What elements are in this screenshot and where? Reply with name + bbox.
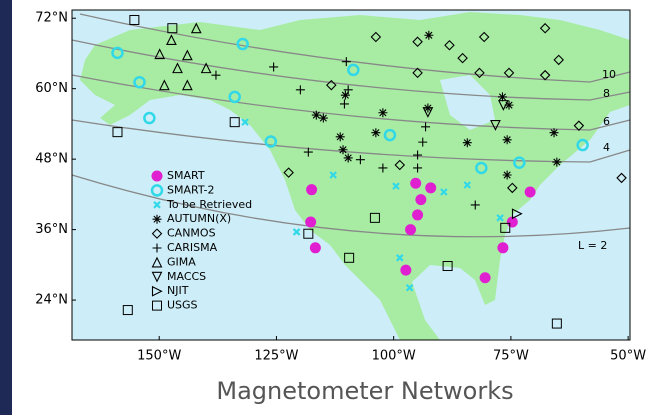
edge-strip: [0, 0, 12, 415]
station-marker: [152, 171, 163, 182]
legend-label: CANMOS: [167, 227, 216, 240]
station-marker: [503, 171, 512, 180]
x-tick-label: 50°W: [610, 349, 646, 364]
y-tick-label: 60°N: [35, 81, 68, 96]
station-marker: [415, 194, 426, 205]
figure: 10 8 6 4 L = 2 SMARTSMART-2 To be Retriev…: [0, 0, 661, 415]
x-tick-label: 75°W: [493, 349, 529, 364]
y-tick-label: 72°N: [35, 11, 68, 26]
station-marker: [552, 158, 561, 167]
x-tick-label: 150°W: [137, 349, 181, 364]
station-marker: [497, 242, 508, 253]
l-label: 10: [602, 68, 616, 81]
station-marker: [310, 242, 321, 253]
station-marker: [425, 182, 436, 193]
station-marker: [525, 187, 536, 198]
station-marker: [503, 135, 512, 144]
legend-label: AUTUMN(X): [167, 212, 231, 225]
y-tick-label: 24°N: [35, 293, 68, 308]
legend-label: USGS: [167, 299, 198, 312]
station-marker: [463, 138, 472, 147]
station-marker: [306, 184, 317, 195]
station-marker: [305, 216, 316, 227]
y-tick-label: 36°N: [35, 222, 68, 237]
station-marker: [371, 128, 380, 137]
legend-label: CARISMA: [167, 241, 218, 254]
station-marker: [336, 132, 345, 141]
station-marker: [400, 265, 411, 276]
l-label: L = 2: [578, 239, 607, 252]
station-marker: [378, 108, 387, 117]
l-label: 6: [603, 115, 610, 128]
station-marker: [319, 114, 328, 123]
x-tick-label: 100°W: [372, 349, 416, 364]
caption: Magnetometer Networks: [216, 377, 513, 405]
x-tick-label: 125°W: [254, 349, 298, 364]
station-marker: [480, 272, 491, 283]
station-marker: [153, 215, 162, 224]
legend-label: MACCS: [167, 270, 206, 283]
legend-label: NJIT: [167, 284, 189, 297]
station-marker: [550, 128, 559, 137]
legend-label: To be Retrieved: [166, 198, 252, 211]
legend-label: GIMA: [167, 255, 196, 268]
station-marker: [498, 92, 507, 101]
legend-label: SMART: [167, 169, 205, 182]
l-label: 8: [603, 87, 610, 100]
station-marker: [405, 224, 416, 235]
station-marker: [339, 145, 348, 154]
station-marker: [410, 178, 421, 189]
legend-label: SMART-2: [167, 183, 215, 196]
station-marker: [424, 31, 433, 40]
y-tick-label: 48°N: [35, 152, 68, 167]
station-marker: [344, 153, 353, 162]
station-marker: [412, 209, 423, 220]
l-label: 4: [603, 141, 610, 154]
